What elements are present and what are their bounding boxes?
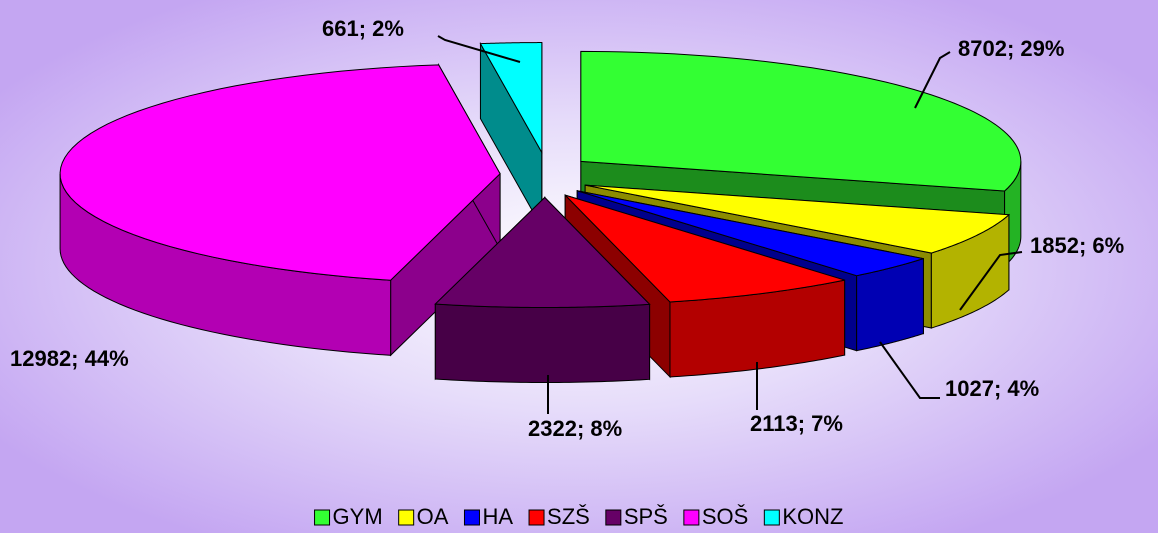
slice xyxy=(580,50,1022,192)
slice xyxy=(434,196,651,308)
data-label: 1852; 6% xyxy=(1030,233,1124,258)
data-label: 12982; 44% xyxy=(10,346,129,371)
legend-label: KONZ xyxy=(782,504,843,529)
legend-label: OA xyxy=(417,504,449,529)
leader-line xyxy=(914,51,951,109)
legend-swatch xyxy=(763,509,780,526)
data-label: 2322; 8% xyxy=(528,416,622,441)
slice xyxy=(564,194,845,303)
leader-line xyxy=(437,35,521,63)
slice-side xyxy=(434,303,651,383)
legend-label: SZŠ xyxy=(547,504,590,529)
legend-swatch xyxy=(398,509,415,526)
legend-swatch xyxy=(683,509,700,526)
legend-swatch xyxy=(463,509,480,526)
slice xyxy=(577,190,924,277)
legend-label: SPŠ xyxy=(624,504,668,529)
slice xyxy=(479,42,543,155)
data-label: 2113; 7% xyxy=(750,411,843,436)
legend-swatch xyxy=(528,509,545,526)
leader-line xyxy=(959,251,1023,311)
legend-label: GYM xyxy=(333,504,383,529)
data-label: 8702; 29% xyxy=(958,36,1064,61)
leader-line xyxy=(879,341,940,399)
legend: GYM OA HA SZŠ SPŠ SOŠ KONZ xyxy=(314,504,843,529)
data-label: 1027; 4% xyxy=(945,376,1039,401)
legend-label: SOŠ xyxy=(702,504,748,529)
legend-swatch xyxy=(314,509,331,526)
slice xyxy=(59,64,501,281)
data-label: 661; 2% xyxy=(322,16,404,41)
legend-swatch xyxy=(605,509,622,526)
slice xyxy=(585,184,1011,254)
legend-label: HA xyxy=(482,504,513,529)
